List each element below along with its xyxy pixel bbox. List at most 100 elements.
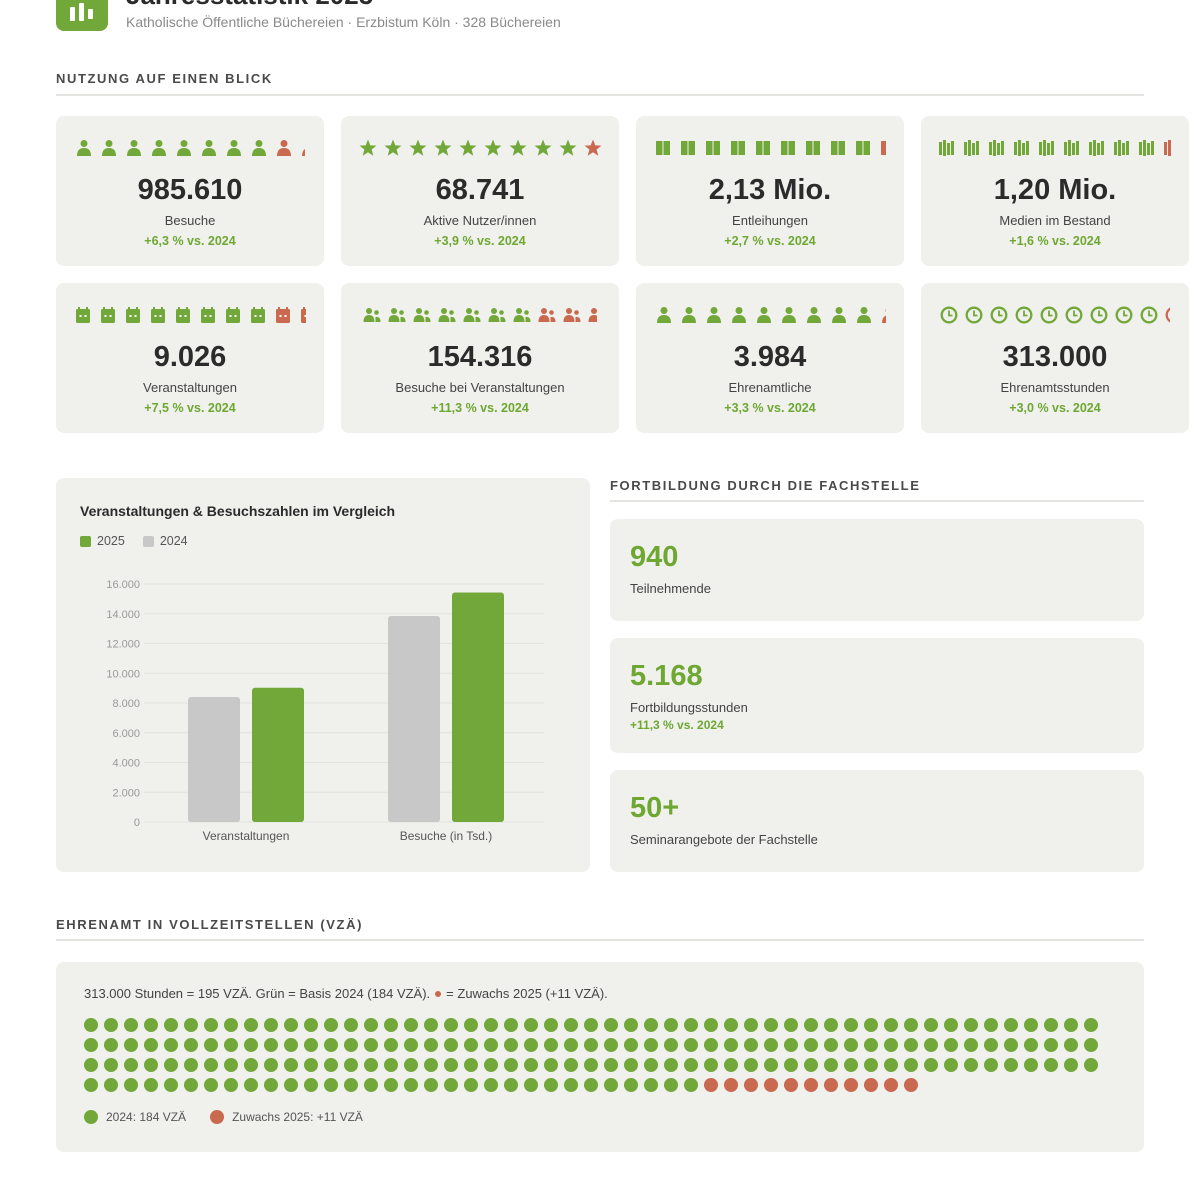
clock-icon	[965, 306, 983, 324]
fte-dot-base	[644, 1078, 658, 1092]
fte-dot-base	[524, 1038, 538, 1052]
volunteer-card: 313.000 Stunden = 195 VZÄ. Grün = Basis …	[56, 962, 1144, 1152]
fte-dot-base	[524, 1018, 538, 1032]
fte-dot-base	[984, 1018, 998, 1032]
fte-dot-base	[864, 1038, 878, 1052]
fte-dot-base	[404, 1058, 418, 1072]
kpi-delta: +11,3 % vs. 2024	[431, 401, 529, 415]
fte-dot-base	[304, 1018, 318, 1032]
pictogram-row	[636, 306, 904, 326]
books-icon	[989, 140, 1004, 156]
fte-dot-base	[484, 1018, 498, 1032]
fte-dot-growth	[904, 1078, 918, 1092]
y-tick-label: 12.000	[106, 639, 140, 651]
fte-dot-base	[764, 1038, 778, 1052]
fte-dot-base	[584, 1078, 598, 1092]
kpi-label: Ehrenamtsstunden	[1000, 380, 1110, 395]
fte-dot-base	[904, 1058, 918, 1072]
fte-dot-base	[184, 1018, 198, 1032]
book-icon	[881, 141, 886, 155]
fte-dot-base	[1004, 1018, 1018, 1032]
kpi-label: Medien im Bestand	[999, 213, 1111, 228]
stat-label: Teilnehmende	[630, 581, 711, 596]
fte-dot-base	[964, 1018, 978, 1032]
fte-dot-base	[144, 1018, 158, 1032]
kpi-delta: +3,9 % vs. 2024	[434, 234, 526, 248]
person-icon	[102, 140, 116, 156]
section-heading-usage: NUTZUNG AUF EINEN BLICK	[56, 71, 273, 86]
fte-dot-base	[544, 1058, 558, 1072]
person-icon	[806, 307, 821, 323]
fte-dot-base	[284, 1038, 298, 1052]
legend-label-base: 2024: 184 VZÄ	[106, 1110, 187, 1124]
book-icon	[706, 141, 720, 155]
calendar-icon	[251, 307, 265, 323]
books-icon	[1064, 140, 1079, 156]
fte-dot-base	[984, 1038, 998, 1052]
fte-dot-base	[304, 1038, 318, 1052]
kpi-card: 154.316 Besuche bei Veranstaltungen +11,…	[341, 283, 619, 433]
divider	[56, 939, 1144, 941]
legend-label-2024: 2024	[159, 534, 188, 548]
books-icon	[1089, 140, 1104, 156]
kpi-delta: +3,0 % vs. 2024	[1009, 401, 1101, 415]
fte-dot-base	[424, 1018, 438, 1032]
person-icon	[756, 307, 771, 323]
fte-dot-base	[624, 1058, 638, 1072]
star-icon	[459, 139, 476, 156]
person-icon	[681, 307, 696, 323]
legend-label-2025: 2025	[97, 534, 125, 548]
fte-dot-growth	[724, 1078, 738, 1092]
kpi-value: 313.000	[1002, 341, 1108, 373]
fte-dot-base	[764, 1018, 778, 1032]
fte-dot-base	[924, 1038, 938, 1052]
fte-dot-base	[364, 1058, 378, 1072]
fte-dot-base	[104, 1058, 118, 1072]
page-title: Jahresstatistik 2025	[126, 0, 373, 11]
calendar-icon	[126, 307, 140, 323]
books-icon	[1014, 140, 1029, 156]
kpi-card: 2,13 Mio. Entleihungen +2,7 % vs. 2024	[636, 116, 904, 266]
legend-swatch-2025	[80, 535, 91, 547]
fte-dot-base	[664, 1018, 678, 1032]
fte-dot-base	[184, 1058, 198, 1072]
bar-chart: 0 2.000 4.000 6.000 8.000 10.000 12.000 14.000 1…	[106, 579, 544, 843]
person-icon	[656, 307, 671, 323]
x-tick-label: Besuche (in Tsd.)	[400, 829, 493, 843]
fte-dot-base	[284, 1058, 298, 1072]
fte-dot-base	[84, 1058, 98, 1072]
group-icon	[588, 308, 597, 322]
fte-dot-base	[684, 1018, 698, 1032]
logo	[56, 0, 108, 31]
fte-dot-base	[844, 1038, 858, 1052]
fte-dot-base	[604, 1038, 618, 1052]
fte-dot-base	[224, 1018, 238, 1032]
stat-label: Seminarangebote der Fachstelle	[630, 832, 818, 847]
fte-dot-base	[804, 1038, 818, 1052]
fte-dot-base	[604, 1058, 618, 1072]
clock-icon	[940, 306, 958, 324]
person-icon	[127, 140, 141, 156]
person-icon	[177, 140, 191, 156]
y-tick-label: 4.000	[112, 758, 140, 770]
fte-dot-base	[324, 1018, 338, 1032]
fte-dot-base	[564, 1058, 578, 1072]
fte-dot-base	[104, 1078, 118, 1092]
kpi-delta: +7,5 % vs. 2024	[144, 401, 236, 415]
kpi-delta: +6,3 % vs. 2024	[144, 234, 236, 248]
fte-dot-base	[244, 1038, 258, 1052]
calendar-icon	[201, 307, 215, 323]
kpi-value: 3.984	[733, 341, 807, 373]
book-icon	[681, 141, 695, 155]
fte-dot-base	[524, 1058, 538, 1072]
fte-dot-base	[424, 1038, 438, 1052]
fte-dot-base	[444, 1058, 458, 1072]
fte-dot-base	[384, 1058, 398, 1072]
fte-dot-base	[884, 1038, 898, 1052]
group-icon	[488, 308, 506, 322]
fte-dot-base	[244, 1078, 258, 1092]
pictogram-row	[56, 139, 324, 159]
fte-dot-base	[704, 1058, 718, 1072]
clock-icon	[1040, 306, 1058, 324]
fte-dot-base	[324, 1038, 338, 1052]
